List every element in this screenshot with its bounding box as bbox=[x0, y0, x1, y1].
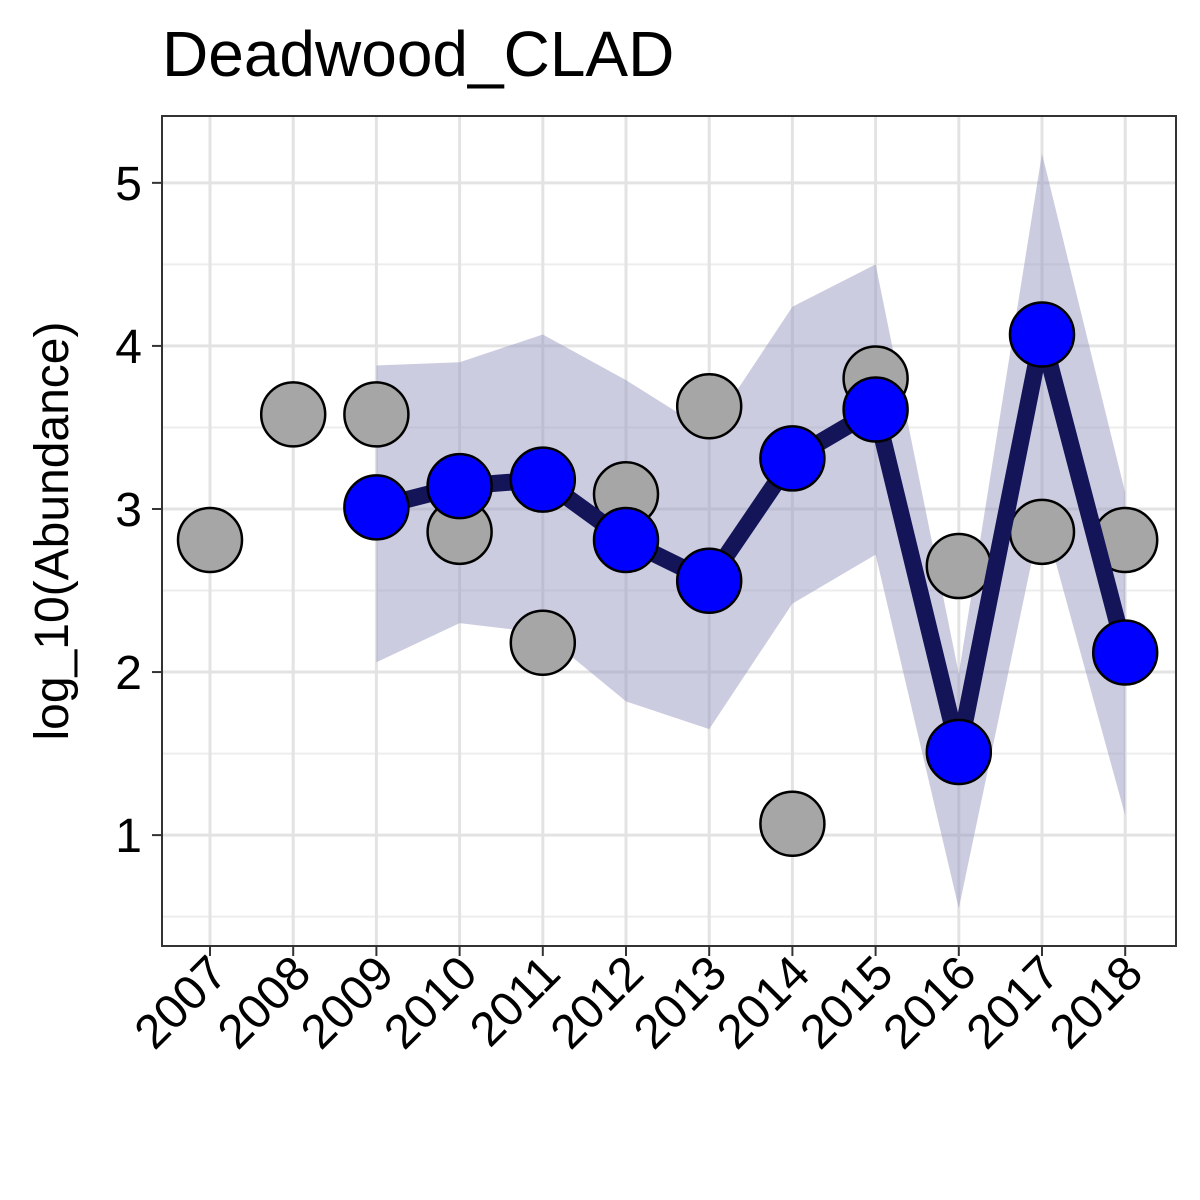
observed-point bbox=[259, 381, 327, 448]
estimate-series bbox=[343, 301, 1159, 786]
estimate-line bbox=[374, 326, 1134, 761]
x-tick-label: 2012 bbox=[541, 946, 654, 1059]
x-tick-label: 2015 bbox=[790, 946, 903, 1059]
observed-point bbox=[509, 609, 577, 676]
x-tick-label: 2013 bbox=[624, 946, 737, 1059]
x-axis: 2007200820092010201120122013201420152016… bbox=[125, 946, 1153, 1059]
estimate-point bbox=[509, 446, 577, 513]
estimate-point bbox=[675, 547, 743, 614]
estimate-point bbox=[925, 718, 993, 786]
estimate-point bbox=[842, 376, 909, 443]
x-tick-label: 2010 bbox=[374, 946, 487, 1059]
plot-border bbox=[161, 115, 1177, 947]
x-tick-label: 2018 bbox=[1040, 946, 1153, 1059]
x-tick-label: 2016 bbox=[874, 946, 987, 1059]
observed-point bbox=[759, 790, 826, 857]
estimate-point bbox=[426, 452, 493, 520]
y-tick-label: 4 bbox=[115, 321, 142, 374]
y-tick-label: 3 bbox=[115, 484, 142, 537]
observed-points bbox=[176, 345, 1159, 857]
x-tick-label: 2007 bbox=[125, 946, 238, 1059]
estimate-point bbox=[592, 506, 660, 574]
y-tick-label: 1 bbox=[115, 810, 142, 863]
observed-point bbox=[1008, 498, 1076, 566]
y-axis: 1 2 3 4 5 bbox=[115, 158, 162, 863]
estimate-point bbox=[343, 474, 410, 541]
observed-point bbox=[343, 381, 410, 448]
observed-point bbox=[675, 373, 743, 440]
y-tick-label: 5 bbox=[115, 158, 142, 211]
observed-point bbox=[925, 532, 993, 600]
y-tick-label: 2 bbox=[115, 647, 142, 700]
y-axis-title: log_10(Abundance) bbox=[26, 322, 79, 741]
estimate-point bbox=[1008, 301, 1076, 368]
x-tick-label: 2011 bbox=[460, 946, 570, 1056]
estimate-point bbox=[759, 425, 826, 492]
x-tick-label: 2009 bbox=[291, 946, 404, 1059]
estimate-point bbox=[1091, 619, 1159, 686]
x-tick-label: 2017 bbox=[957, 946, 1070, 1059]
x-tick-label: 2014 bbox=[707, 946, 820, 1059]
x-tick-label: 2008 bbox=[208, 946, 321, 1059]
observed-point bbox=[176, 506, 244, 574]
chart-title: Deadwood_CLAD bbox=[162, 18, 674, 90]
